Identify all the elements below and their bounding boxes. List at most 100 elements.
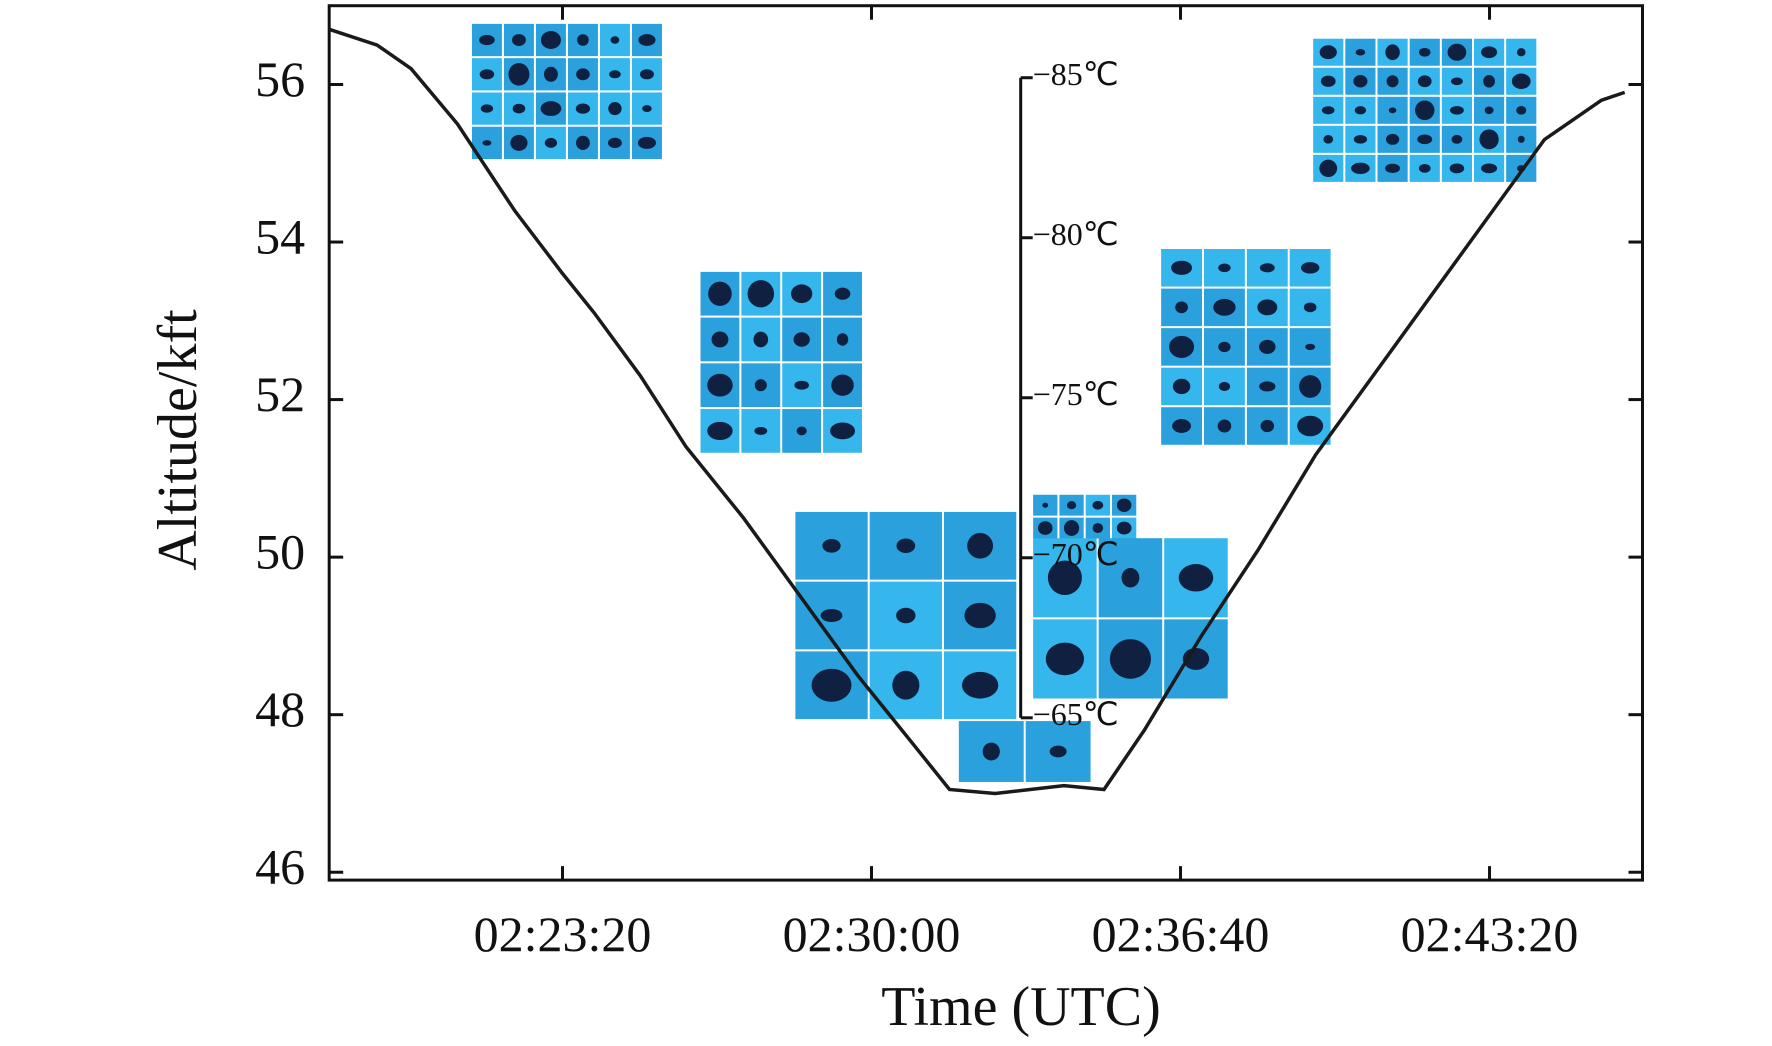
particle [1303,302,1317,313]
particle [1516,105,1527,115]
particle [508,62,530,86]
particle [1178,564,1214,592]
particle [1260,419,1275,433]
particle [1259,263,1275,273]
particle [1355,49,1366,56]
particle [1449,163,1465,174]
particle [708,281,732,306]
particle [637,136,657,149]
particle [1481,46,1498,59]
particle [1297,415,1324,437]
particle [1049,745,1067,758]
y2-tick-label: −65℃ [1033,696,1119,732]
particle [1447,43,1467,61]
y2-tick-label: −80℃ [1033,216,1119,252]
particle [964,602,996,629]
particle [1353,135,1368,144]
particle [896,607,916,624]
particle [820,608,843,623]
particle [1300,262,1320,274]
particle [608,102,622,116]
particle [1320,75,1336,87]
particle [479,69,495,80]
y-tick-label: 46 [255,839,305,895]
particle [1259,381,1276,392]
y-tick-label: 50 [255,524,305,580]
particle [575,103,591,114]
particle [961,671,999,699]
y-tick-label: 56 [255,51,305,107]
particle [1116,498,1132,512]
particle [1419,47,1431,57]
particle [822,539,841,553]
particle [1066,501,1077,510]
particle [967,532,994,559]
particle [1319,45,1337,60]
y-tick-label: 52 [255,366,305,422]
particle [1259,339,1276,354]
particle [1451,134,1463,144]
particle [608,137,622,148]
particle [1218,263,1231,273]
particle-images [471,23,1537,782]
particle [1417,134,1433,145]
particle [1388,107,1397,114]
particle [1299,375,1322,398]
particle [1484,106,1494,115]
particle [793,332,810,347]
particle [1171,260,1193,275]
particle [1385,44,1400,61]
particle [1483,75,1495,88]
particle [1045,642,1085,676]
particle [1479,129,1499,150]
particle [482,140,492,146]
x-tick-label: 02:36:40 [1092,906,1270,962]
particle [753,331,769,348]
particle [707,373,733,397]
particle [1169,335,1195,358]
particle [1354,106,1367,115]
particle [575,135,590,150]
particle [479,34,495,46]
particle [610,36,620,44]
particle [639,69,654,80]
particle [480,104,494,113]
particle [747,280,775,308]
particle [1092,523,1104,534]
x-axis-title: Time (UTC) [881,976,1161,1038]
particle [1218,341,1231,353]
particle [1511,73,1531,90]
particle [811,668,852,702]
particle [982,742,1000,761]
particle [1385,133,1400,145]
particle [1305,343,1316,351]
y2-tick-label: −85℃ [1033,56,1119,92]
particle [791,284,813,304]
particle [1257,299,1278,316]
particle [1449,105,1464,115]
particle [576,68,590,81]
particle [642,105,652,113]
particle [1351,162,1370,175]
particle [1042,502,1049,508]
particle [638,34,656,46]
particle [1037,521,1053,535]
particle [1323,134,1334,144]
particle [896,538,916,554]
y-tick-label: 48 [255,681,305,737]
particle [1385,163,1400,174]
particle [1217,419,1232,433]
particle [1047,560,1082,596]
particle [1415,100,1435,121]
particle [1517,135,1525,143]
particle [1218,381,1231,391]
particle [707,421,733,441]
particle [1116,521,1132,535]
particle [1516,48,1526,57]
y2-tick-label: −75℃ [1033,376,1119,412]
particle [754,379,767,392]
particle [1417,75,1432,88]
particle [831,374,854,396]
y-tick-label: 54 [255,209,305,265]
